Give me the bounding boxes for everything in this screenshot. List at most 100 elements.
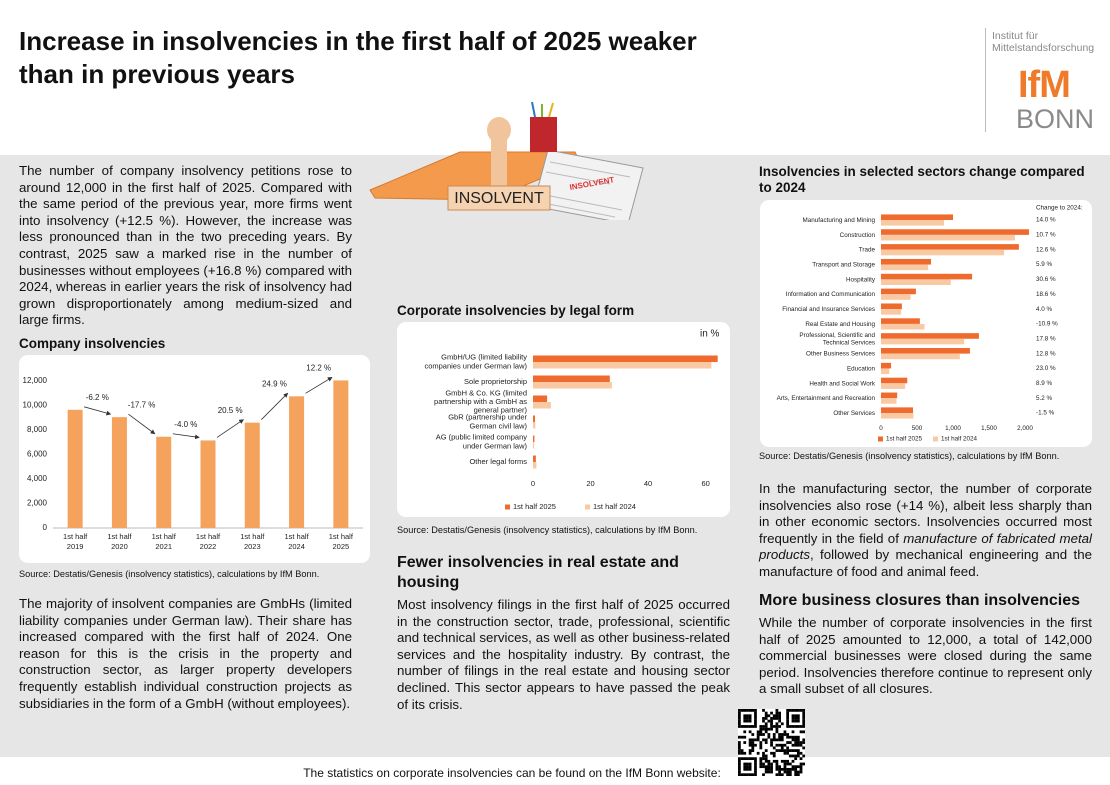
change-label: 24.9 %: [262, 379, 287, 388]
qr-module: [794, 714, 798, 718]
qr-module: [802, 738, 805, 742]
qr-module: [799, 770, 803, 774]
qr-module: [794, 717, 798, 720]
qr-module: [764, 727, 768, 731]
qr-module: [743, 773, 747, 776]
qr-module: [762, 757, 765, 761]
qr-module: [780, 735, 784, 739]
qr-module: [780, 733, 784, 736]
qr-module: [780, 749, 784, 752]
bar: [881, 407, 914, 413]
chart-title: Insolvencies in selected sectors change …: [759, 164, 1085, 195]
qr-module: [762, 751, 765, 755]
qr-module: [778, 711, 781, 715]
qr-module: [794, 767, 798, 771]
qr-module: [791, 738, 795, 742]
qr-module: [746, 719, 749, 723]
qr-module: [788, 770, 792, 774]
source-note: Source: Destatis/Genesis (insolvency sta…: [19, 569, 320, 579]
change-label: 23.0 %: [1036, 365, 1056, 372]
qr-module: [796, 751, 800, 755]
qr-module: [738, 735, 741, 739]
qr-module: [796, 709, 800, 712]
qr-module: [786, 709, 790, 712]
label-line: partnership with a GmbH as: [434, 397, 527, 406]
change-label: 10.7 %: [1036, 232, 1056, 239]
label-line: Financial and Insurance Services: [782, 306, 875, 313]
qr-module: [770, 741, 773, 744]
qr-module: [751, 773, 755, 776]
source-note: Source: Destatis/Genesis (insolvency sta…: [759, 451, 1060, 461]
qr-module: [778, 717, 781, 720]
logo-city: BONN: [1016, 104, 1095, 134]
y-tick-label: 8,000: [27, 425, 48, 434]
bar: [881, 249, 1005, 256]
chart: 0 500 1,000 1,500 2,000 Manufacturing and Min…: [777, 205, 1083, 443]
label-line: 2020: [111, 542, 128, 551]
qr-module: [764, 738, 768, 742]
qr-module: [796, 725, 800, 728]
qr-module: [799, 765, 803, 769]
label-line: GmbH/UG (limited liability: [441, 353, 527, 362]
bar: [881, 220, 944, 226]
qr-module: [740, 709, 744, 712]
qr-module: [764, 770, 768, 774]
paper-line: [545, 171, 611, 185]
bar: [533, 402, 551, 409]
stamp-base: [447, 185, 551, 211]
label-line: Other legal forms: [469, 457, 527, 466]
qr-module: [746, 725, 749, 728]
qr-module: [756, 735, 760, 739]
qr-module: [756, 733, 760, 736]
label-line: Trade: [859, 246, 876, 253]
label-line: Sole proprietorship: [464, 377, 527, 386]
qr-module: [775, 738, 779, 742]
qr-module: [764, 722, 768, 726]
legend-label: 1st half 2025: [513, 502, 556, 511]
qr-module: [770, 717, 773, 720]
qr-module: [751, 743, 755, 747]
qr-module: [780, 738, 784, 742]
qr-module: [759, 759, 763, 763]
label-line: Transport and Storage: [812, 261, 875, 268]
logo-brand: IfM: [1018, 64, 1071, 106]
qr-module: [751, 725, 755, 728]
qr-module: [762, 773, 765, 776]
y-tick-label: 6,000: [27, 450, 48, 459]
qr-module: [799, 767, 803, 771]
qr-module: [756, 751, 760, 755]
qr-module: [767, 733, 771, 736]
label-line: GmbH & Co. KG (limited: [445, 388, 527, 397]
bar: [111, 417, 127, 528]
qr-module: [786, 711, 790, 715]
qr-module: [778, 714, 781, 718]
qr-module: [762, 719, 765, 723]
qr-module: [748, 730, 752, 734]
y-tick-label: Construction: [840, 232, 876, 239]
label-line: 2022: [200, 542, 217, 551]
qr-module: [775, 773, 779, 776]
change-label: 5.2 %: [1036, 395, 1053, 402]
qr-module: [759, 733, 763, 736]
qr-module: [786, 759, 790, 763]
qr-module: [783, 770, 787, 774]
qr-module: [778, 743, 781, 747]
change-label: 20.5 %: [218, 406, 243, 415]
qr-module: [770, 722, 773, 726]
qr-module: [775, 730, 779, 734]
x-tick-label: 40: [644, 479, 652, 488]
label-line: 1st half: [329, 532, 354, 541]
label-line: 1st half: [240, 532, 265, 541]
qr-module: [756, 738, 760, 742]
qr-code[interactable]: [738, 709, 805, 776]
body-text: Most insolvency filings in the first hal…: [397, 597, 730, 712]
qr-module: [786, 749, 790, 752]
qr-module: [764, 714, 768, 718]
bar: [881, 353, 960, 360]
qr-module: [783, 759, 787, 763]
qr-module: [738, 749, 741, 752]
section-heading: Fewer insolvencies in real estate and ho…: [397, 554, 679, 591]
bar: [533, 422, 536, 429]
qr-module: [772, 759, 776, 763]
qr-module: [799, 741, 803, 744]
